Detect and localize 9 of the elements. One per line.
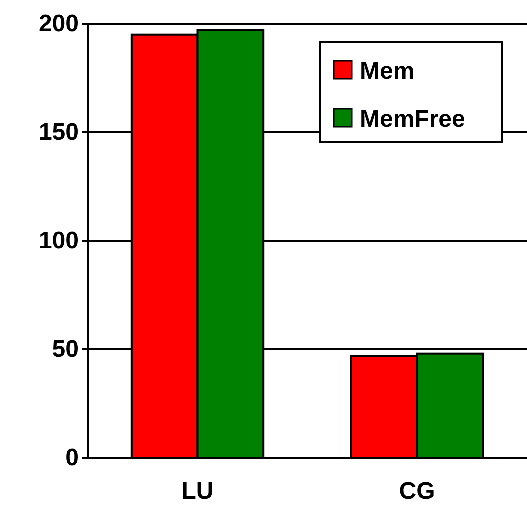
legend-label: MemFree [360, 106, 466, 133]
legend-label: Mem [360, 58, 415, 85]
x-tick-label: LU [182, 478, 214, 506]
x-tick-label: CG [399, 478, 436, 506]
y-tick-label: 100 [38, 228, 79, 255]
y-tick-label: 50 [52, 336, 79, 364]
y-tick-label: 150 [38, 119, 79, 146]
y-tick-label: 200 [38, 10, 79, 38]
y-tick-label: 0 [66, 444, 79, 472]
